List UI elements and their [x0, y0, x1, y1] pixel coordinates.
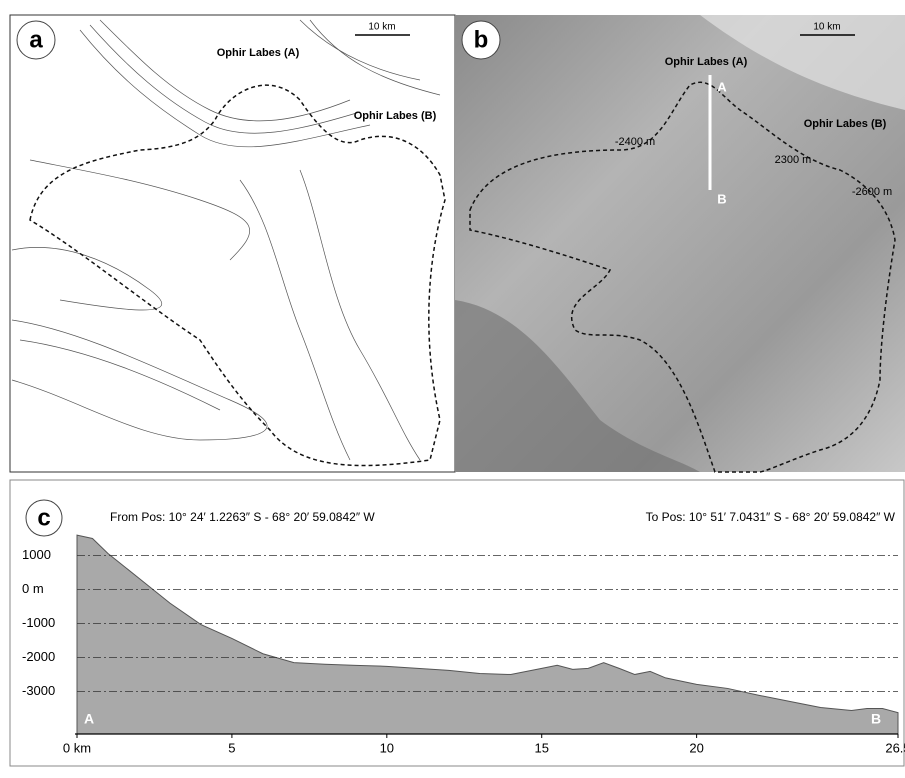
lobe-outline: [469, 81, 896, 473]
from-position: From Pos: 10° 24′ 1.2263″ S - 68° 20′ 59…: [110, 510, 375, 524]
profile-start: A: [84, 711, 94, 727]
panel-label: c: [37, 504, 50, 531]
map-label: Ophir Labes (B): [804, 118, 887, 130]
to-position: To Pos: 10° 51′ 7.0431″ S - 68° 20′ 59.0…: [646, 510, 896, 524]
panel-b: 10 km Ophir Labes (A) Ophir Labes (B) A …: [455, 15, 905, 473]
panel-label: a: [29, 26, 43, 53]
profile-end: B: [717, 191, 726, 206]
elevation-label: -2600 m: [852, 186, 892, 198]
x-tick-label: 10: [380, 740, 394, 755]
x-tick-label: 20: [689, 740, 703, 755]
elevation-label: -2400 m: [615, 136, 655, 148]
scale-label: 10 km: [813, 22, 840, 33]
x-tick-label: 5: [228, 740, 235, 755]
scale-label: 10 km: [368, 22, 395, 33]
map-label: Ophir Labes (A): [217, 47, 300, 59]
y-tick-label: -2000: [22, 649, 55, 664]
profile-end: B: [871, 711, 881, 727]
y-tick-label: -1000: [22, 615, 55, 630]
profile-area: [76, 534, 899, 735]
profile-end: A: [717, 79, 727, 94]
x-tick-label: 26.5: [885, 740, 905, 755]
panel-a-frame: [9, 14, 456, 473]
y-tick-label: -3000: [22, 683, 55, 698]
panel-c: c From Pos: 10° 24′ 1.2263″ S - 68° 20′ …: [9, 479, 905, 767]
terrain-highlight: [700, 15, 905, 110]
x-tick-label: 0 km: [63, 740, 91, 755]
lobe-outline: [29, 84, 446, 467]
panel-label: b: [474, 26, 489, 53]
map-label: Ophir Labes (B): [354, 110, 437, 122]
y-tick-label: 1000: [22, 547, 51, 562]
panel-badge: [16, 20, 56, 60]
x-tick-label: 15: [534, 740, 548, 755]
map-label: Ophir Labes (A): [665, 56, 748, 68]
panel-badge: [461, 20, 501, 60]
panel-a: 10 km Ophir Labes (A) Ophir Labes (B) a: [9, 14, 456, 473]
terrain-shadow: [455, 300, 700, 472]
elevation-label: 2300 m: [775, 154, 812, 166]
panel-badge: [25, 499, 63, 537]
y-tick-label: 0 m: [22, 581, 44, 596]
